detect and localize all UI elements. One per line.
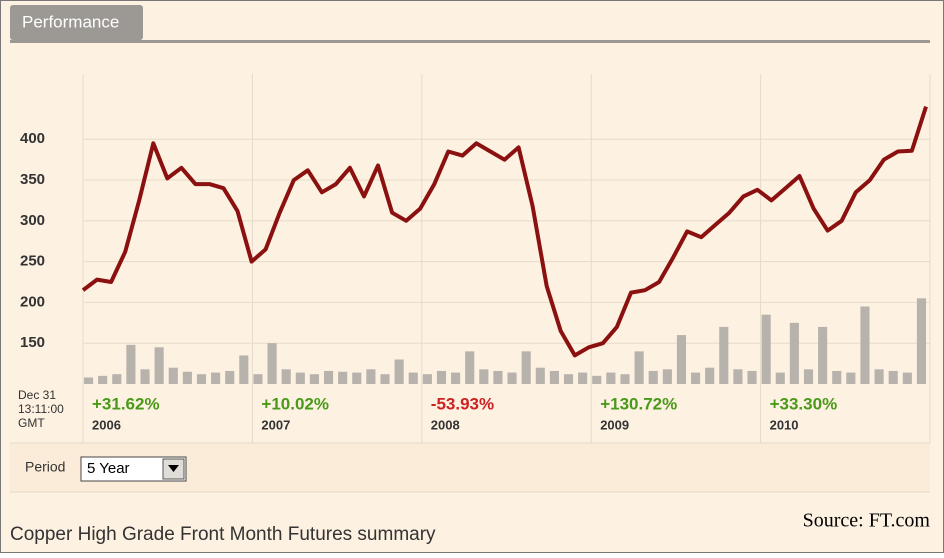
volume-bar	[352, 372, 362, 384]
volume-bar	[563, 374, 574, 384]
volume-bar	[789, 322, 799, 384]
volume-bar	[818, 326, 828, 384]
volume-bar	[211, 372, 221, 384]
volume-bar	[662, 369, 672, 384]
volume-bar	[408, 372, 418, 384]
volume-bar	[253, 374, 263, 384]
volume-bar	[634, 351, 644, 384]
period-change: -53.93%	[431, 394, 494, 413]
volume-bar	[154, 347, 164, 384]
volume-bar	[916, 298, 926, 384]
volume-bar	[309, 374, 319, 384]
period-year: 2008	[431, 417, 460, 432]
volume-bar	[281, 369, 291, 384]
volume-bar	[493, 370, 503, 384]
volume-bar	[860, 306, 870, 384]
volume-bar	[479, 369, 489, 384]
tab-rule	[10, 40, 930, 43]
timestamp: GMT	[18, 416, 45, 430]
volume-bar	[747, 370, 757, 384]
volume-bar	[535, 367, 545, 384]
volume-bar	[239, 355, 249, 384]
period-year: 2007	[261, 417, 290, 432]
volume-bar	[451, 372, 461, 384]
volume-bar	[112, 374, 122, 384]
volume-bar	[733, 369, 743, 384]
summary: Copper High Grade Front Month Futures su…	[10, 524, 436, 545]
volume-bar	[846, 372, 856, 384]
period-label: Period	[25, 459, 65, 475]
volume-bar	[323, 370, 334, 384]
period-year: 2006	[92, 417, 121, 432]
source: Source: FT.com	[803, 510, 931, 532]
period-year: 2010	[770, 417, 799, 432]
volume-bar	[436, 370, 447, 384]
volume-bar	[465, 351, 475, 384]
period-year: 2009	[600, 417, 629, 432]
y-tick-label: 150	[20, 334, 45, 351]
timestamp: 13:11:00	[18, 402, 64, 416]
y-tick-label: 300	[20, 212, 45, 229]
volume-bar	[168, 367, 178, 384]
select-arrow	[168, 465, 179, 472]
volume-bar	[225, 370, 235, 384]
volume-bar	[126, 344, 136, 384]
volume-bar	[606, 372, 616, 384]
volume-bar	[578, 372, 588, 384]
period-change: +33.30%	[770, 394, 838, 413]
volume-bar	[521, 351, 531, 384]
y-tick-label: 400	[20, 130, 45, 147]
volume-bar	[394, 359, 404, 384]
volume-bar	[676, 335, 687, 384]
volume-bar	[98, 375, 108, 384]
volume-bar	[775, 372, 785, 384]
volume-bar	[874, 369, 884, 384]
volume-bar	[592, 375, 602, 384]
period-change: +31.62%	[92, 394, 160, 413]
volume-bar	[719, 326, 729, 384]
y-tick-label: 250	[20, 253, 45, 270]
volume-bar	[648, 370, 658, 384]
volume-bar	[761, 314, 771, 384]
volume-bar	[267, 343, 277, 384]
volume-bar	[182, 371, 192, 384]
volume-bar	[902, 372, 912, 384]
volume-bar	[691, 372, 701, 384]
volume-bar	[422, 374, 432, 384]
volume-bar	[380, 374, 390, 384]
volume-bar	[295, 372, 305, 384]
price-line	[81, 105, 928, 358]
volume-bar	[507, 372, 517, 384]
tab-label: Performance	[22, 12, 119, 31]
volume-bar	[366, 369, 376, 384]
period-change: +10.02%	[261, 394, 329, 413]
y-tick-label: 350	[20, 171, 45, 188]
period-change: +130.72%	[600, 394, 677, 413]
volume-bar	[705, 367, 715, 384]
volume-bar	[620, 374, 630, 384]
period-value: 5 Year	[87, 460, 130, 477]
volume-bar	[196, 374, 207, 384]
y-tick-label: 200	[20, 293, 45, 310]
volume-bar	[803, 369, 814, 384]
volume-bar	[888, 370, 898, 384]
volume-bar	[338, 371, 348, 384]
tab[interactable]	[10, 5, 143, 40]
timestamp: Dec 31	[18, 388, 56, 402]
volume-bar	[84, 377, 94, 384]
volume-bar	[140, 369, 150, 384]
volume-bar	[549, 370, 559, 384]
volume-bar	[832, 370, 842, 384]
